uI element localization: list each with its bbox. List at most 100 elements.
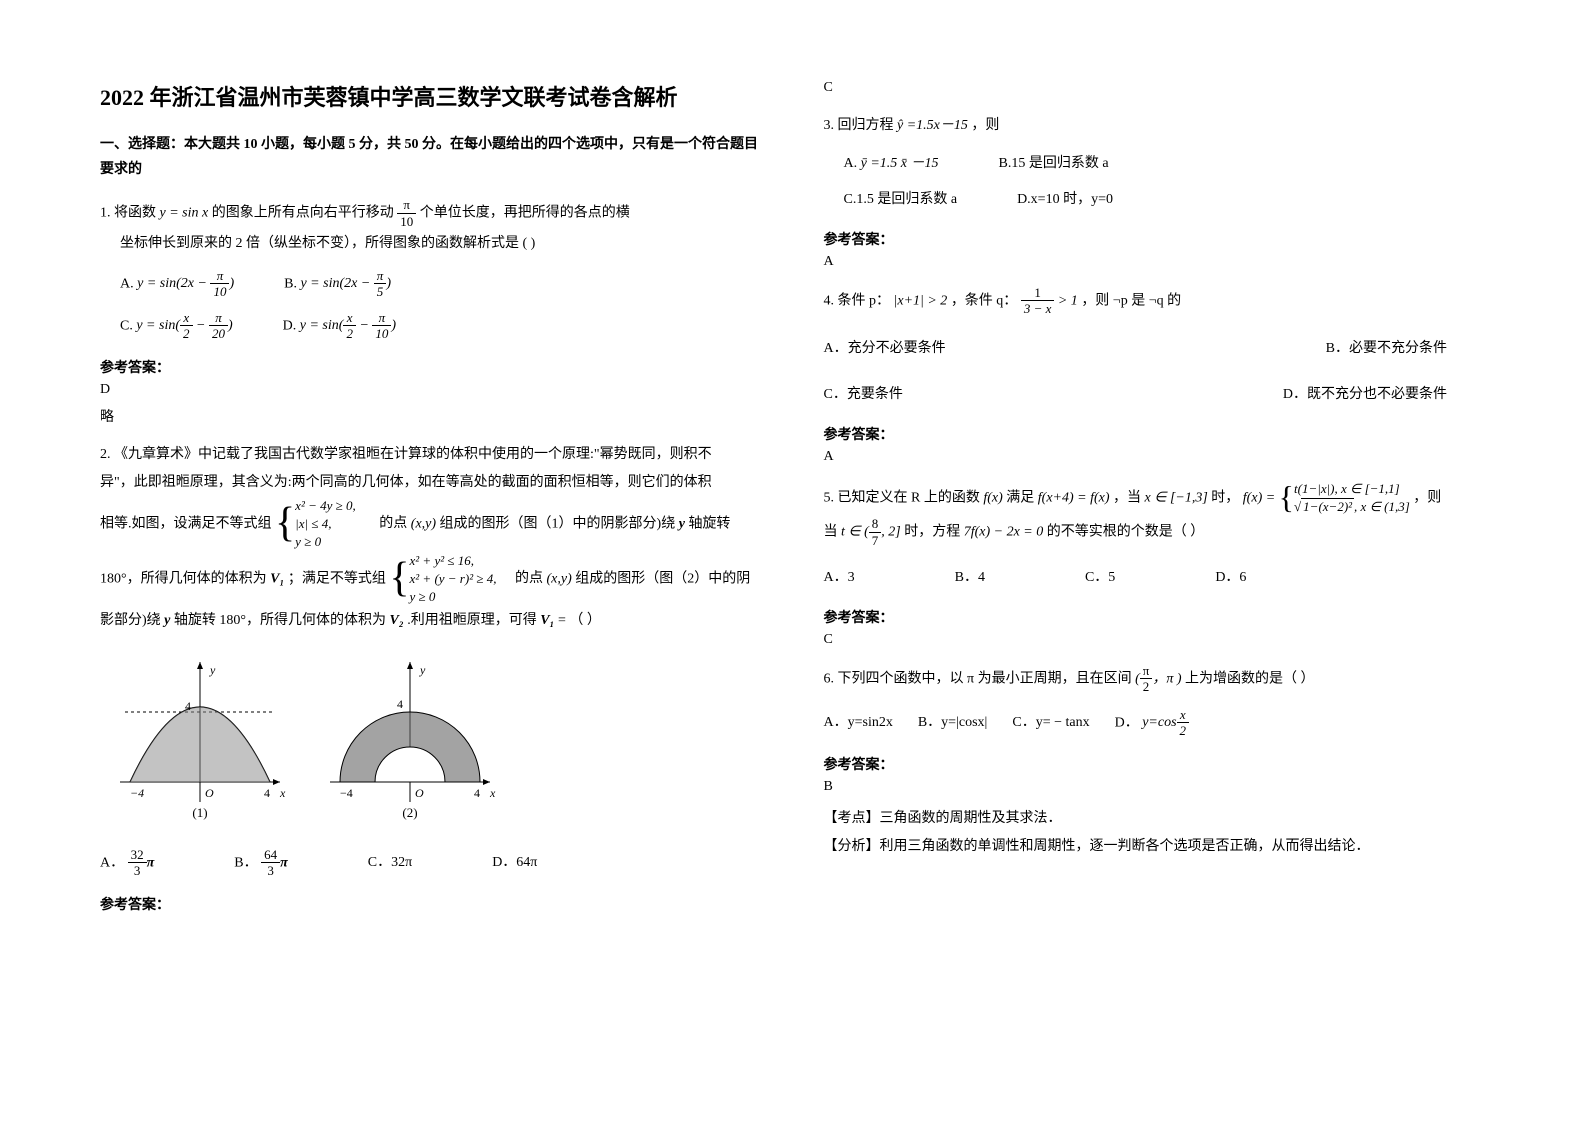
q3-opt-c: C.1.5 是回归系数 a: [844, 186, 958, 214]
q5-stem-a: 5. 已知定义在 R 上的函数: [824, 490, 980, 505]
q6-opt-c: C．y= − tanx: [1012, 709, 1089, 737]
q1-stem-a: 1. 将函数: [100, 206, 160, 221]
q5-eq2: 7f(x) − 2x = 0: [964, 525, 1044, 540]
q2-line2: 异"，此即祖暅原理，其含义为:两个同高的几何体，如在等高处的截面的面积恒相等，则…: [100, 469, 764, 497]
q6-stem-b: 上为增函数的是（ ）: [1185, 671, 1315, 686]
answer-label-5: 参考答案：: [824, 607, 1488, 627]
q6-answer: B: [824, 779, 1488, 795]
q4-cond-q-frac: 1 3 − x: [1021, 285, 1055, 317]
q4-opt-c: C．充要条件: [824, 381, 903, 409]
q1-answer: D: [100, 382, 764, 398]
q3-opt-b: B.15 是回归系数 a: [999, 150, 1109, 178]
q3-answer: A: [824, 254, 1488, 270]
q1-opt-d: D. y = sin(x2 − π10): [283, 310, 396, 342]
q1-opt-c: C. y = sin(x2 − π20): [120, 310, 233, 342]
svg-text:y: y: [419, 663, 426, 677]
question-4: 4. 条件 p： |x+1| > 2 ，条件 q： 1 3 − x > 1 ，则…: [824, 285, 1488, 409]
question-5: 5. 已知定义在 R 上的函数 f(x) 满足 f(x+4) = f(x) ，当…: [824, 480, 1488, 592]
q6-opt-b: B．y=|cosx|: [918, 709, 988, 737]
q6-stem-a: 6. 下列四个函数中，以 π 为最小正周期，且在区间: [824, 671, 1132, 686]
svg-text:−4: −4: [340, 786, 353, 800]
q2-line5a: 影部分)绕: [100, 613, 161, 628]
q5-stem-h: 的不等实根的个数是（ ）: [1047, 525, 1205, 540]
q4-answer: A: [824, 449, 1488, 465]
q2-line3a: 相等.如图，设满足不等式组: [100, 516, 272, 531]
q4-opt-d: D．既不充分也不必要条件: [1283, 381, 1447, 409]
q2-opt-c: C．32π: [368, 849, 412, 877]
q2-line3b: 的点: [379, 516, 407, 531]
q2-line5c: .利用祖暅原理，可得: [407, 613, 537, 628]
question-6: 6. 下列四个函数中，以 π 为最小正周期，且在区间 (π2，π ) 上为增函数…: [824, 663, 1488, 739]
svg-text:O: O: [205, 786, 214, 800]
answer-label-2: 参考答案：: [100, 894, 764, 914]
q5-opt-d: D．6: [1215, 564, 1246, 592]
question-2: 2. 《九章算术》中记载了我国古代数学家祖暅在计算球的体积中使用的一个原理:"幂…: [100, 441, 764, 879]
q2-line5b: 轴旋转 180°，所得几何体的体积为: [174, 613, 386, 628]
q3-stem2: ，则: [971, 118, 999, 133]
svg-text:4: 4: [474, 786, 480, 800]
doc-title: 2022 年浙江省温州市芙蓉镇中学高三数学文联考试卷含解析: [100, 80, 764, 112]
answer-label-4: 参考答案：: [824, 424, 1488, 444]
svg-text:4: 4: [185, 699, 191, 713]
q4-stem-b: ，条件 q：: [951, 293, 1018, 308]
svg-text:y: y: [209, 663, 216, 677]
q2-line3d: 轴旋转: [688, 516, 730, 531]
q3-stem: 3. 回归方程: [824, 118, 894, 133]
q5-eq1: f(x+4) = f(x): [1038, 490, 1110, 505]
q2-line5d: = （ ）: [558, 613, 601, 628]
svg-text:(2): (2): [402, 805, 417, 820]
q5-stem-f: 当: [824, 525, 838, 540]
q1-frac: π 10: [397, 197, 416, 229]
answer-label: 参考答案：: [100, 357, 764, 377]
q2-opt-a: A． 323π: [100, 847, 154, 879]
q1-stem-d: 坐标伸长到原来的 2 倍（纵坐标不变），所得图象的函数解析式是 ( ): [120, 230, 764, 258]
q5-stem-e: ，则: [1413, 490, 1441, 505]
q5-stem-b: 满足: [1006, 490, 1034, 505]
q2-brace1: { x² − 4y ≥ 0, |x| ≤ 4, y ≥ 0: [275, 497, 356, 552]
svg-text:x: x: [489, 786, 496, 800]
q2-line1: 2. 《九章算术》中记载了我国古代数学家祖暅在计算球的体积中使用的一个原理:"幂…: [100, 441, 764, 469]
section-1-heading: 一、选择题：本大题共 10 小题，每小题 5 分，共 50 分。在每小题给出的四…: [100, 132, 764, 182]
svg-text:(1): (1): [192, 805, 207, 820]
q6-kaodian: 【考点】三角函数的周期性及其求法．: [824, 807, 1488, 827]
q5-stem-c: ，当: [1113, 490, 1141, 505]
q5-stem-g: 时，方程: [904, 525, 960, 540]
q5-opt-b: B．4: [955, 564, 985, 592]
q1-stem-c: 个单位长度，再把所得的各点的横: [420, 206, 630, 221]
q1-stem-b: 的图象上所有点向右平行移动: [212, 206, 398, 221]
q5-piecewise: { t(1−|x|), x ∈ [−1,1] √1−(x−2)², x ∈ (1…: [1279, 480, 1410, 516]
svg-text:O: O: [415, 786, 424, 800]
q5-answer: C: [824, 632, 1488, 648]
answer-label-3: 参考答案：: [824, 229, 1488, 249]
q2-brace2: { x² + y² ≤ 16, x² + (y − r)² ≥ 4, y ≥ 0: [389, 552, 496, 607]
q2-diagram: (1) −4 O 4 x y 4: [100, 652, 764, 832]
q3-opt-a: A. ȳ =1.5 x̄ －15: [844, 150, 939, 178]
q2-line3c: 组成的图形（图（1）中的阴影部分)绕: [440, 516, 676, 531]
svg-text:x: x: [279, 786, 286, 800]
q5-range1: x ∈ [−1,3]: [1145, 490, 1208, 505]
q4-stem-a: 4. 条件 p：: [824, 293, 891, 308]
q2-opt-b: B． 643π: [234, 847, 288, 879]
q1-opt-a: A. y = sin(2x − π10): [120, 268, 234, 300]
q6-opt-d: D． y=cosx2: [1115, 707, 1189, 739]
q3-eq: ŷ =1.5x－15: [897, 118, 968, 133]
svg-text:4: 4: [397, 697, 403, 711]
q5-opt-c: C．5: [1085, 564, 1115, 592]
q1-opt-b: B. y = sin(2x − π5): [284, 268, 391, 300]
q2-yaxis: y: [679, 516, 685, 531]
q2-xy: (x,y): [411, 516, 436, 531]
q4-cond-p: |x+1| > 2: [894, 293, 948, 308]
q5-stem-d: 时，: [1211, 490, 1239, 505]
q2-answer: C: [824, 80, 1488, 96]
q2-line4a: 180°，所得几何体的体积为: [100, 571, 267, 586]
question-1: 1. 将函数 y = sin x 的图象上所有点向右平行移动 π 10 个单位长…: [100, 197, 764, 342]
q3-opt-d: D.x=10 时，y=0: [1017, 186, 1113, 214]
q2-v1: V₁: [270, 571, 284, 586]
q4-opt-b: B．必要不充分条件: [1326, 335, 1447, 363]
q5-opt-a: A．3: [824, 564, 855, 592]
q2-line4d: 组成的图形（图（2）中的阴: [575, 571, 750, 586]
q6-fenxi: 【分析】利用三角函数的单调性和周期性，逐一判断各个选项是否正确，从而得出结论．: [824, 835, 1488, 855]
q1-note: 略: [100, 406, 764, 426]
q4-opt-a: A．充分不必要条件: [824, 335, 946, 363]
q2-opt-d: D．64π: [492, 849, 537, 877]
